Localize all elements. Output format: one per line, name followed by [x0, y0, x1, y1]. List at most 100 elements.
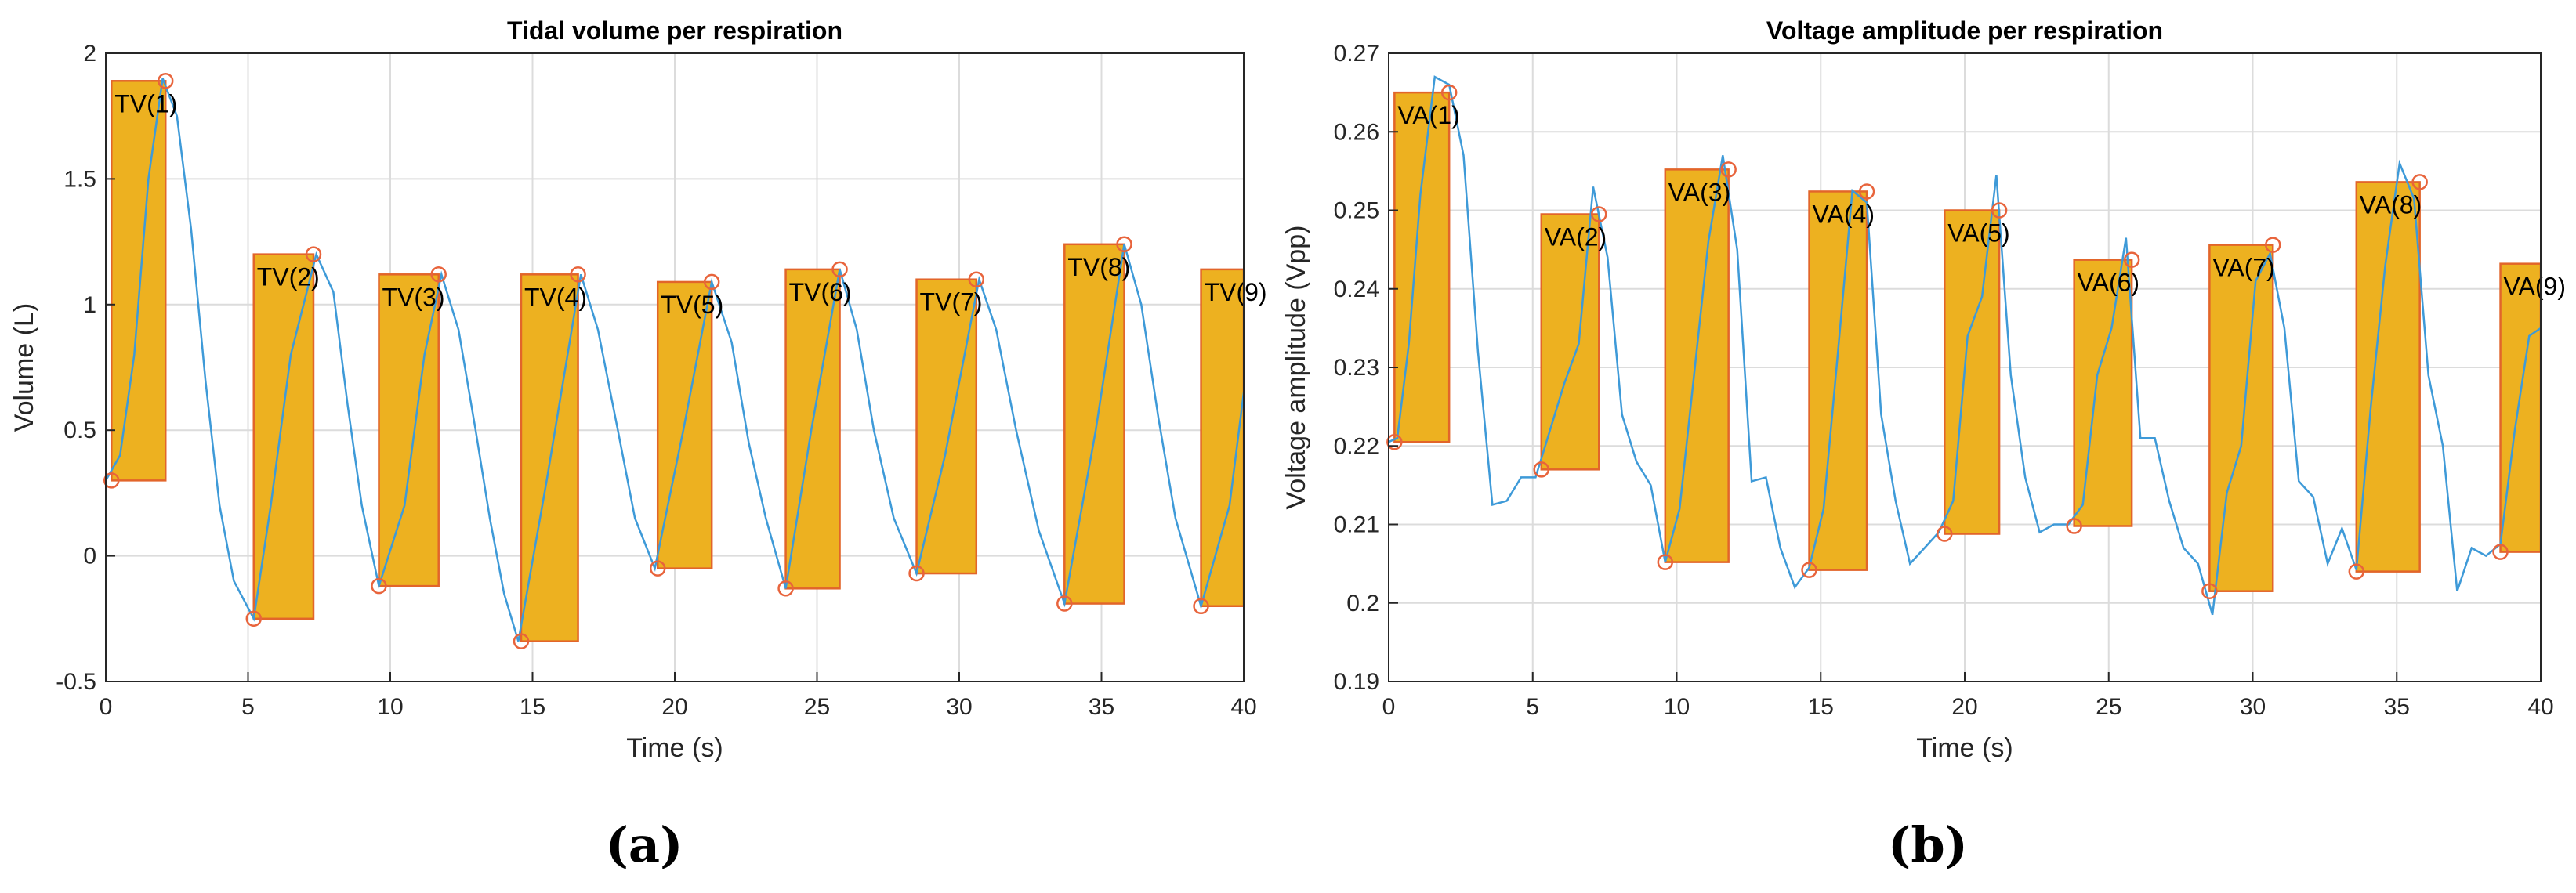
x-tick-label: 10: [377, 694, 403, 720]
marker: [1991, 202, 2008, 219]
y-tick-label: 0.2: [1346, 591, 1379, 616]
bars-group: [1393, 91, 2542, 592]
y-axis-label: Voltage amplitude (Vpp): [1281, 226, 1311, 510]
marker: [2123, 251, 2140, 268]
x-tick-label: 15: [520, 694, 545, 720]
marker: [513, 633, 530, 649]
x-tick-label: 5: [241, 694, 255, 720]
y-tick-label: 1: [83, 292, 96, 318]
marker: [908, 565, 925, 582]
marker: [777, 580, 794, 597]
x-axis-label: Time (s): [1916, 733, 2013, 763]
y-tick-label: 0.24: [1334, 277, 1379, 302]
x-tick-label: 30: [2240, 694, 2266, 720]
x-tick-label: 40: [1230, 694, 1256, 720]
bar-label: TV(5): [661, 291, 723, 319]
x-tick-label: 20: [661, 694, 687, 720]
bar-label: TV(9): [1205, 278, 1267, 306]
x-tick-label: 10: [1664, 694, 1690, 720]
marker: [2264, 237, 2281, 253]
marker: [1533, 461, 1550, 478]
marker: [1801, 562, 1817, 578]
y-tick-label: 0.26: [1334, 119, 1379, 145]
bar-label: TV(3): [382, 283, 444, 311]
marker: [1056, 595, 1073, 612]
series-line: [104, 78, 1245, 642]
bar: [1944, 209, 2001, 535]
marker: [968, 271, 985, 287]
x-tick-label: 0: [1382, 694, 1396, 720]
bar: [252, 253, 315, 620]
y-tick-label: 0.5: [63, 418, 96, 443]
y-tick-label: 0: [83, 544, 96, 569]
y-tick-label: 0.22: [1334, 433, 1379, 459]
marker: [1440, 84, 1458, 101]
chart-tidal-volume: TV(1) TV(2) TV(3) TV(4) TV(5) TV(6) TV(7) TV(8)…: [9, 16, 1267, 873]
marker: [103, 472, 120, 489]
marker: [1657, 554, 1674, 570]
marker: [2201, 583, 2218, 599]
y-tick-label: 0.23: [1334, 355, 1379, 381]
panel-label: (a): [606, 816, 683, 873]
marker: [1193, 598, 1209, 615]
bar: [1808, 190, 1868, 571]
x-tick-label: 40: [2527, 694, 2553, 720]
marker: [1591, 206, 1607, 222]
x-axis-label: Time (s): [626, 733, 723, 763]
bar-label: VA(2): [1545, 223, 1607, 251]
x-tick-label: 20: [1951, 694, 1977, 720]
x-tick-label: 15: [1808, 694, 1834, 720]
y-tick-label: 0.25: [1334, 198, 1379, 224]
bar-label: TV(8): [1067, 253, 1130, 281]
bar-label: VA(5): [1947, 219, 2009, 248]
series-line: [1388, 75, 2542, 616]
marker: [305, 246, 322, 262]
bar: [2499, 262, 2542, 553]
marker: [1720, 161, 1737, 178]
x-tick-label: 35: [1089, 694, 1114, 720]
y-tick-label: 0.19: [1334, 669, 1379, 695]
bar-label: TV(2): [257, 263, 320, 291]
bar-label: TV(4): [524, 283, 587, 311]
marker: [831, 261, 848, 278]
x-tick-label: 5: [1526, 694, 1539, 720]
bar: [915, 278, 978, 575]
marker: [2492, 544, 2509, 560]
marker: [157, 73, 174, 89]
bar: [2208, 244, 2274, 592]
x-tick-label: 30: [946, 694, 972, 720]
chart-title: Tidal volume per respiration: [507, 16, 842, 45]
marker: [649, 560, 666, 577]
bar-label: VA(1): [1397, 101, 1459, 129]
marker: [430, 266, 447, 283]
y-tick-label: 0.21: [1334, 512, 1379, 538]
x-tick-label: 35: [2384, 694, 2410, 720]
x-tick-label: 25: [804, 694, 830, 720]
bar-label: VA(7): [2212, 254, 2274, 282]
bar-label: VA(8): [2360, 190, 2422, 219]
x-tick-label: 25: [2096, 694, 2121, 720]
bar-label: TV(7): [920, 288, 983, 316]
marker: [703, 273, 720, 291]
x-tick-label: 0: [100, 694, 113, 720]
marker: [2348, 563, 2365, 580]
marker: [2411, 174, 2428, 190]
y-tick-label: 0.27: [1334, 41, 1379, 67]
marker: [245, 610, 263, 627]
bar-label: VA(6): [2078, 269, 2139, 297]
marker: [2066, 518, 2082, 534]
marker: [371, 577, 387, 595]
chart-title: Voltage amplitude per respiration: [1766, 16, 2163, 45]
y-tick-label: 2: [83, 41, 96, 67]
chart-voltage-amplitude: VA(1) VA(2) VA(3) VA(4) VA(5) VA(6) VA(7) VA(8)…: [1281, 16, 2566, 873]
y-tick-label: -0.5: [56, 669, 96, 695]
bar-label: TV(1): [114, 89, 177, 118]
marker: [1937, 526, 1953, 542]
bar: [378, 273, 440, 588]
bar: [1664, 168, 1730, 563]
bar: [2073, 258, 2133, 527]
marker: [1116, 236, 1132, 253]
bar-label: VA(3): [1668, 178, 1730, 206]
marker: [1858, 183, 1875, 200]
y-tick-label: 1.5: [63, 166, 96, 192]
